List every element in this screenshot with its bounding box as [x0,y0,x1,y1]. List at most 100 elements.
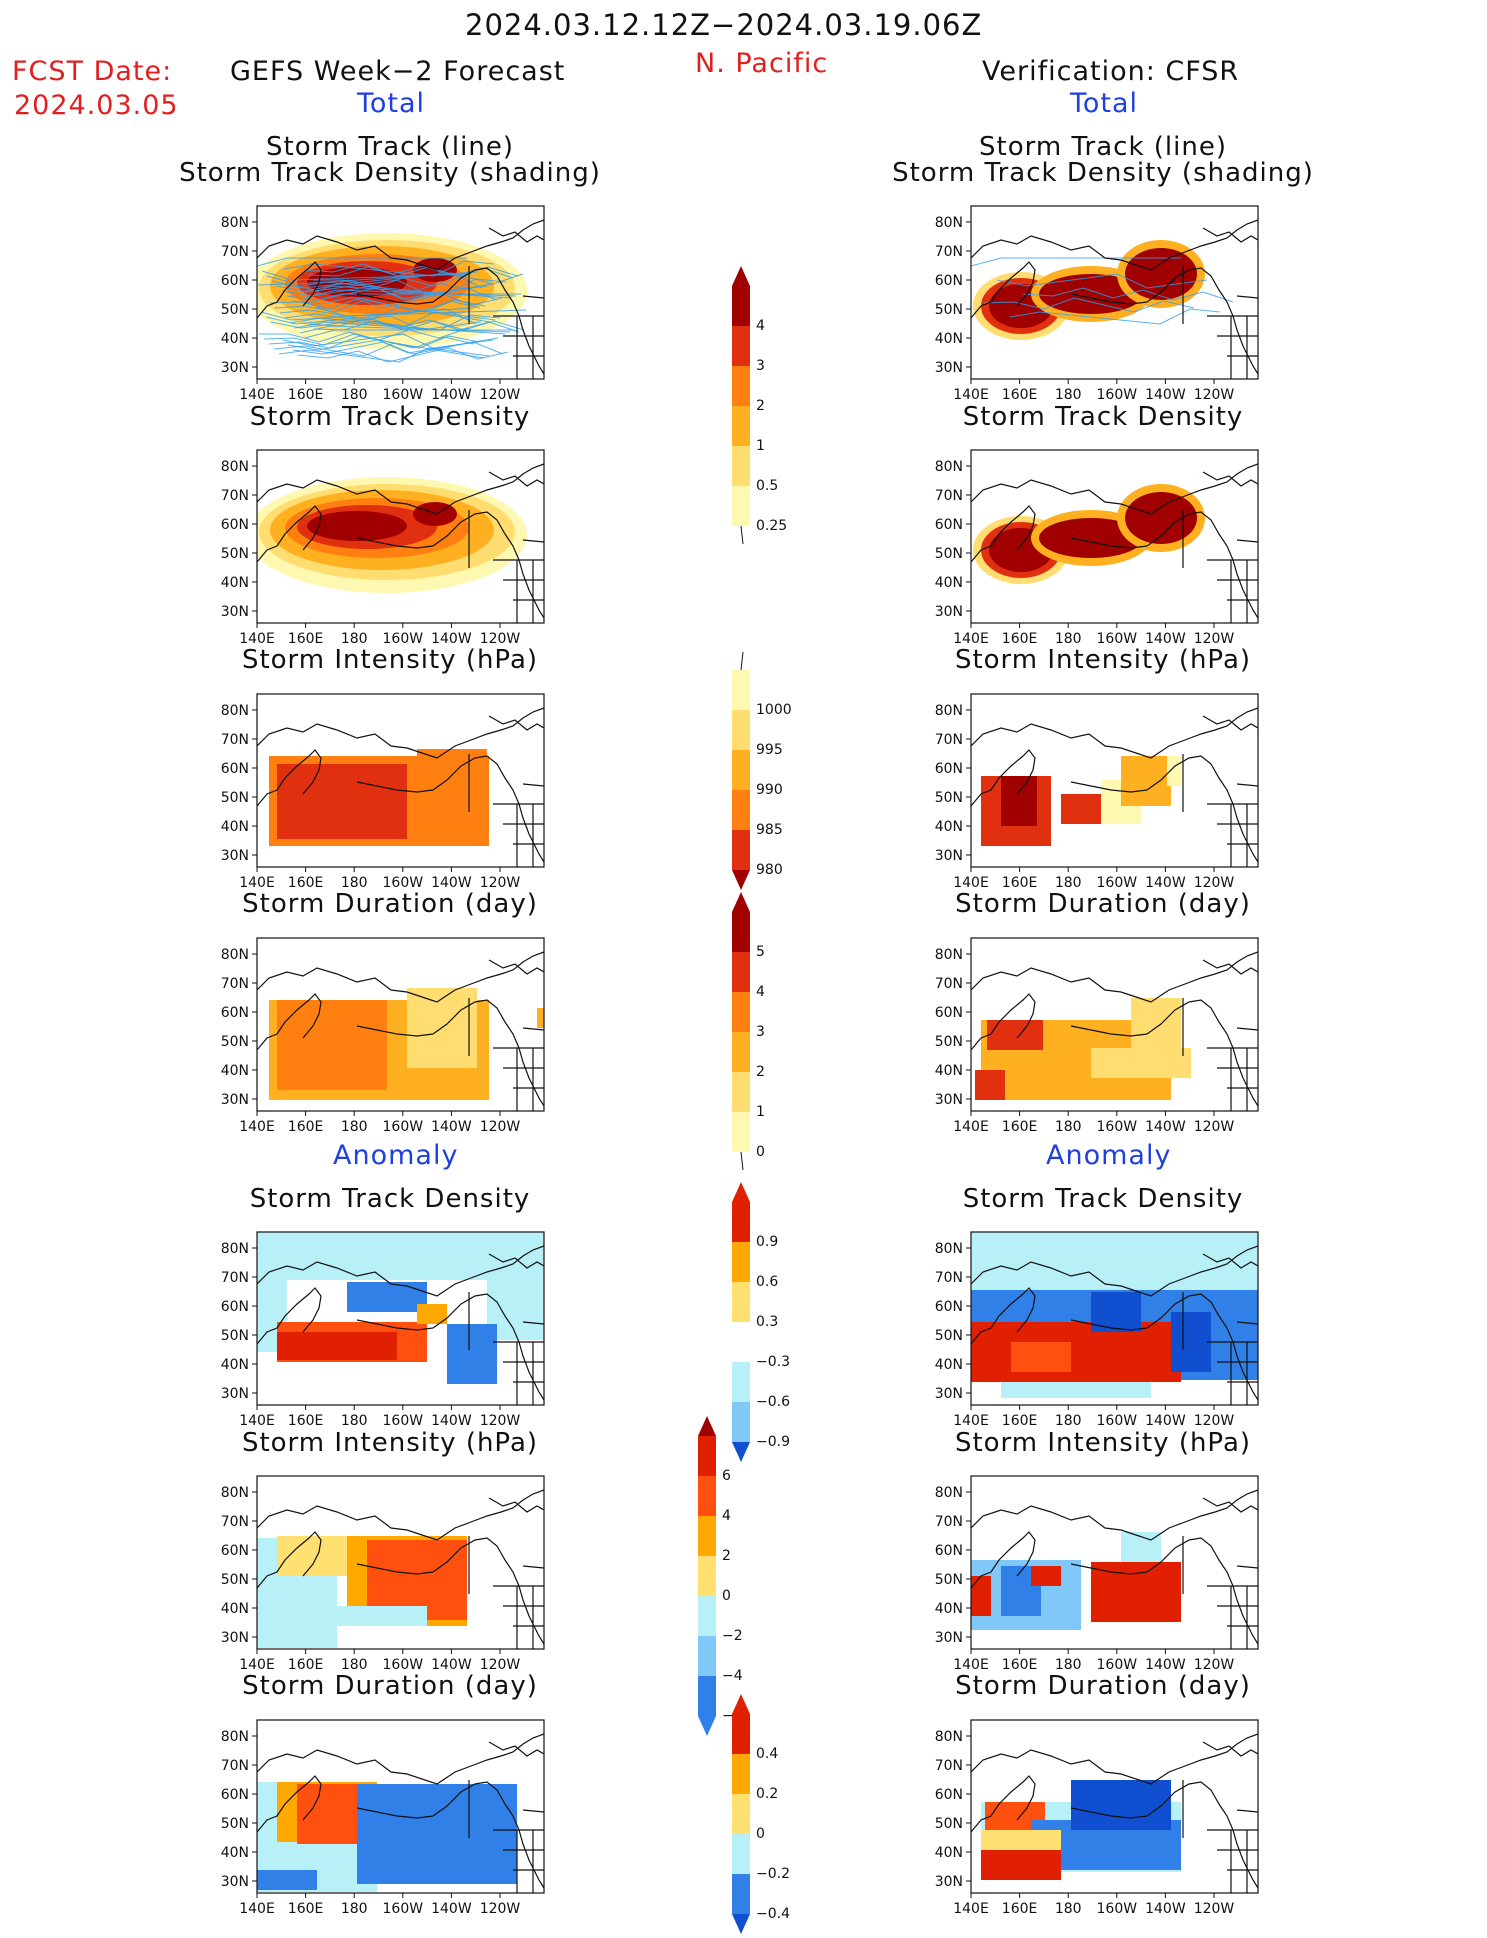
lat-tick-label: 30N [221,360,249,376]
lat-tick-label: 30N [221,848,249,864]
colorbar-tick-label: 0 [756,1144,765,1160]
lat-tick-label: 80N [935,1729,963,1745]
lon-tick-label: 180 [1055,1119,1082,1135]
lat-tick-label: 30N [221,1092,249,1108]
lat-tick-label: 70N [935,732,963,748]
lon-tick-label: 180 [341,875,368,891]
period-title: 2024.03.12.12Z−2024.03.19.06Z [465,8,983,42]
colorbar-tick-label: 4 [756,984,765,1000]
map-left-row-1: 80N 70N 60N 50N 40N 30N 140E 160E 180 160W 140W 120… [221,205,617,406]
lat-tick-label: 40N [935,1601,963,1617]
lat-tick-label: 80N [935,1485,963,1501]
lat-tick-label: 40N [221,331,249,347]
lon-tick-label: 140W [431,875,472,891]
title-r3: Storm Intensity (hPa) [954,645,1252,675]
lat-tick-label: 50N [935,302,963,318]
lon-tick-label: 140W [1145,1657,1186,1673]
title-r6: Storm Intensity (hPa) [954,1428,1252,1458]
fcst-date-value: 2024.03.05 [14,90,179,121]
colorbar-duration-total: 5 4 3 2 1 0 [732,892,802,1176]
lat-tick-label: 40N [935,331,963,347]
lon-tick-label: 180 [341,387,368,403]
lat-tick-label: 40N [221,1601,249,1617]
title-l1a: Storm Track (line) [266,132,514,162]
lat-tick-label: 50N [935,546,963,562]
lon-tick-label: 160W [383,387,424,403]
colorbar-tick-label: 0 [722,1588,731,1604]
lat-tick-label: 80N [221,1485,249,1501]
lon-tick-label: 120W [480,1901,521,1917]
right-total-label: Total [1070,88,1139,119]
lon-tick-label: 160W [383,1119,424,1135]
lon-tick-label: 140E [239,631,275,647]
map-left-row-7: 80N 70N 60N 50N 40N 30N 140E 160E 180 160W 140W 120… [221,1719,617,1920]
lat-tick-label: 50N [935,1034,963,1050]
lat-tick-label: 70N [221,1270,249,1286]
title-l4: Storm Duration (day) [242,889,538,919]
lon-tick-label: 140W [1145,1413,1186,1429]
colorbar-tick-label: 990 [756,782,783,798]
lat-tick-label: 60N [935,517,963,533]
lat-tick-label: 80N [221,1241,249,1257]
lon-tick-label: 160W [1097,875,1138,891]
left-title: GEFS Week−2 Forecast [230,56,566,87]
lat-tick-label: 70N [221,1514,249,1530]
lat-tick-label: 30N [935,604,963,620]
lat-tick-label: 40N [935,575,963,591]
map-right-row-2: 80N 70N 60N 50N 40N 30N 140E 160E 180 160W 140W 120… [935,449,1331,650]
colorbar-tick-label: 0 [756,1826,765,1842]
lat-tick-label: 50N [935,1816,963,1832]
lon-tick-label: 160W [1097,1119,1138,1135]
region-label: N. Pacific [695,48,829,79]
lat-tick-label: 60N [221,1005,249,1021]
lat-tick-label: 50N [221,546,249,562]
left-anomaly-label: Anomaly [333,1140,459,1171]
lon-tick-label: 120W [480,387,521,403]
map-right-row-5: 80N 70N 60N 50N 40N 30N 140E 160E 180 160W 140W 120… [935,1231,1331,1432]
lat-tick-label: 40N [221,819,249,835]
lat-tick-label: 80N [935,947,963,963]
lat-tick-label: 40N [221,1063,249,1079]
lat-tick-label: 60N [935,1005,963,1021]
lat-tick-label: 50N [221,1816,249,1832]
title-r1b: Storm Track Density (shading) [892,158,1314,188]
lat-tick-label: 80N [935,703,963,719]
lat-tick-label: 70N [935,976,963,992]
lon-tick-label: 160W [383,1901,424,1917]
lat-tick-label: 80N [221,215,249,231]
lon-tick-label: 140W [431,1119,472,1135]
lon-tick-label: 160E [288,875,324,891]
lon-tick-label: 140E [953,387,989,403]
lon-tick-label: 120W [1194,1119,1235,1135]
lat-tick-label: 40N [221,1845,249,1861]
title-l5: Storm Track Density [249,1184,531,1214]
lon-tick-label: 160E [1002,1657,1038,1673]
title-l2: Storm Track Density [249,402,531,432]
lon-tick-label: 140E [953,1901,989,1917]
map-left-row-4: 80N 70N 60N 50N 40N 30N 140E 160E 180 160W 140W 120… [221,937,617,1138]
lon-tick-label: 180 [1055,1901,1082,1917]
lon-tick-label: 180 [1055,387,1082,403]
lon-tick-label: 160E [1002,631,1038,647]
colorbar-tick-label: 6 [722,1468,731,1484]
colorbar-tick-label: 995 [756,742,783,758]
lat-tick-label: 50N [221,302,249,318]
lon-tick-label: 160E [1002,875,1038,891]
colorbar-tick-label: 4 [756,318,765,334]
lat-tick-label: 50N [221,1328,249,1344]
colorbar-tick-label: 1 [756,1104,765,1120]
lat-tick-label: 60N [935,273,963,289]
lon-tick-label: 140W [1145,387,1186,403]
lon-tick-label: 180 [341,1657,368,1673]
lon-tick-label: 180 [1055,875,1082,891]
lat-tick-label: 70N [221,976,249,992]
colorbar-tick-label: 2 [756,1064,765,1080]
lat-tick-label: 70N [221,244,249,260]
lon-tick-label: 160W [1097,1901,1138,1917]
colorbar-tick-label: 4 [722,1508,731,1524]
lat-tick-label: 50N [935,1328,963,1344]
colorbar-tick-label: 0.2 [756,1786,778,1802]
lon-tick-label: 120W [480,1119,521,1135]
lat-tick-label: 60N [935,1299,963,1315]
lat-tick-label: 50N [935,790,963,806]
